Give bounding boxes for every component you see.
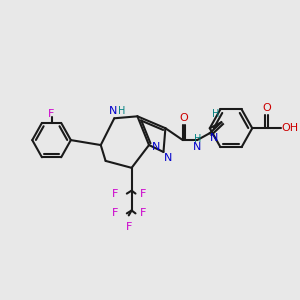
Text: F: F	[112, 208, 119, 218]
Text: F: F	[48, 109, 55, 119]
Text: F: F	[112, 189, 119, 199]
Text: H: H	[118, 106, 126, 116]
Text: F: F	[140, 189, 146, 199]
Text: N: N	[193, 142, 201, 152]
Text: OH: OH	[281, 123, 298, 133]
Text: N: N	[109, 106, 118, 116]
Text: F: F	[126, 222, 132, 232]
Text: N: N	[209, 133, 218, 143]
Text: H: H	[212, 109, 219, 119]
Text: F: F	[140, 208, 146, 218]
Text: O: O	[179, 113, 188, 123]
Text: N: N	[152, 142, 160, 152]
Text: O: O	[262, 103, 271, 113]
Text: N: N	[164, 153, 172, 163]
Text: H: H	[194, 134, 201, 144]
